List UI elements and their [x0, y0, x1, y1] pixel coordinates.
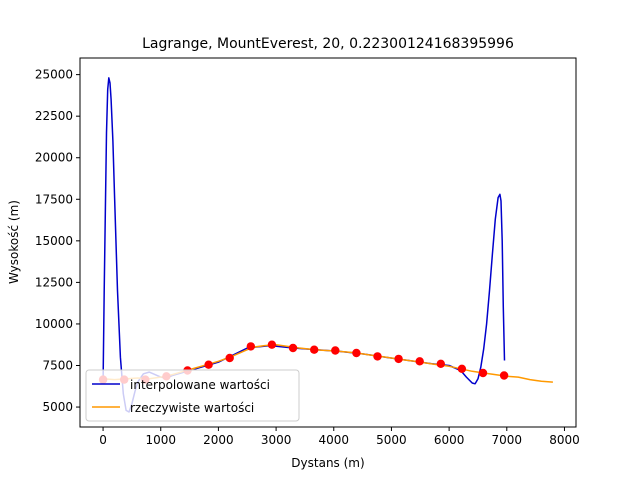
x-tick-label: 6000 [434, 433, 465, 447]
y-tick-label: 25000 [35, 68, 73, 82]
legend-label-interpolated: interpolowane wartości [130, 378, 270, 392]
interpolation-node-point [457, 364, 467, 373]
y-tick-label: 22500 [35, 109, 73, 123]
interpolation-node-point [478, 368, 488, 378]
y-axis-label: Wysokość (m) [7, 200, 21, 284]
x-tick-label: 3000 [261, 433, 292, 447]
interpolation-node-point [331, 346, 340, 355]
interpolation-node-point [267, 340, 277, 349]
interpolation-node-point [225, 353, 234, 363]
x-tick-label: 1000 [145, 433, 176, 447]
x-tick-label: 4000 [318, 433, 349, 447]
interpolation-node-point [310, 345, 319, 354]
interpolation-node-point [499, 371, 509, 380]
x-tick-label: 8000 [549, 433, 580, 447]
legend: interpolowane wartości rzeczywiste warto… [85, 369, 300, 422]
interpolation-node-point [373, 352, 382, 361]
interpolation-node-point [436, 359, 445, 368]
plot-frame [79, 57, 577, 428]
y-tick-label: 10000 [35, 317, 73, 331]
y-tick-label: 17500 [35, 192, 73, 206]
interpolation-node-point [415, 357, 424, 366]
x-tick-label: 0 [99, 433, 107, 447]
x-tick-label: 2000 [203, 433, 234, 447]
interpolation-node-point [352, 348, 361, 358]
interpolation-node-point [246, 342, 255, 351]
x-axis: 0 1000 2000 3000 4000 5000 6000 7000 8000 [99, 427, 580, 447]
interpolation-node-point [394, 354, 403, 364]
legend-box [85, 369, 300, 422]
y-tick-label: 12500 [35, 275, 73, 289]
y-tick-label: 5000 [42, 400, 73, 414]
y-tick-label: 15000 [35, 234, 73, 248]
interpolation-node-point [204, 360, 213, 369]
interpolation-node-point [288, 343, 298, 353]
y-tick-label: 20000 [35, 151, 73, 165]
chart-title: Lagrange, MountEverest, 20, 0.2230012416… [142, 36, 514, 52]
legend-label-actual: rzeczywiste wartości [130, 401, 254, 415]
y-axis: 5000 7500 10000 12500 15000 17500 20000 22500 25… [35, 68, 80, 414]
x-tick-label: 7000 [492, 433, 523, 447]
x-tick-label: 5000 [376, 433, 407, 447]
y-tick-label: 7500 [42, 359, 73, 373]
x-axis-label: Dystans (m) [291, 456, 364, 470]
